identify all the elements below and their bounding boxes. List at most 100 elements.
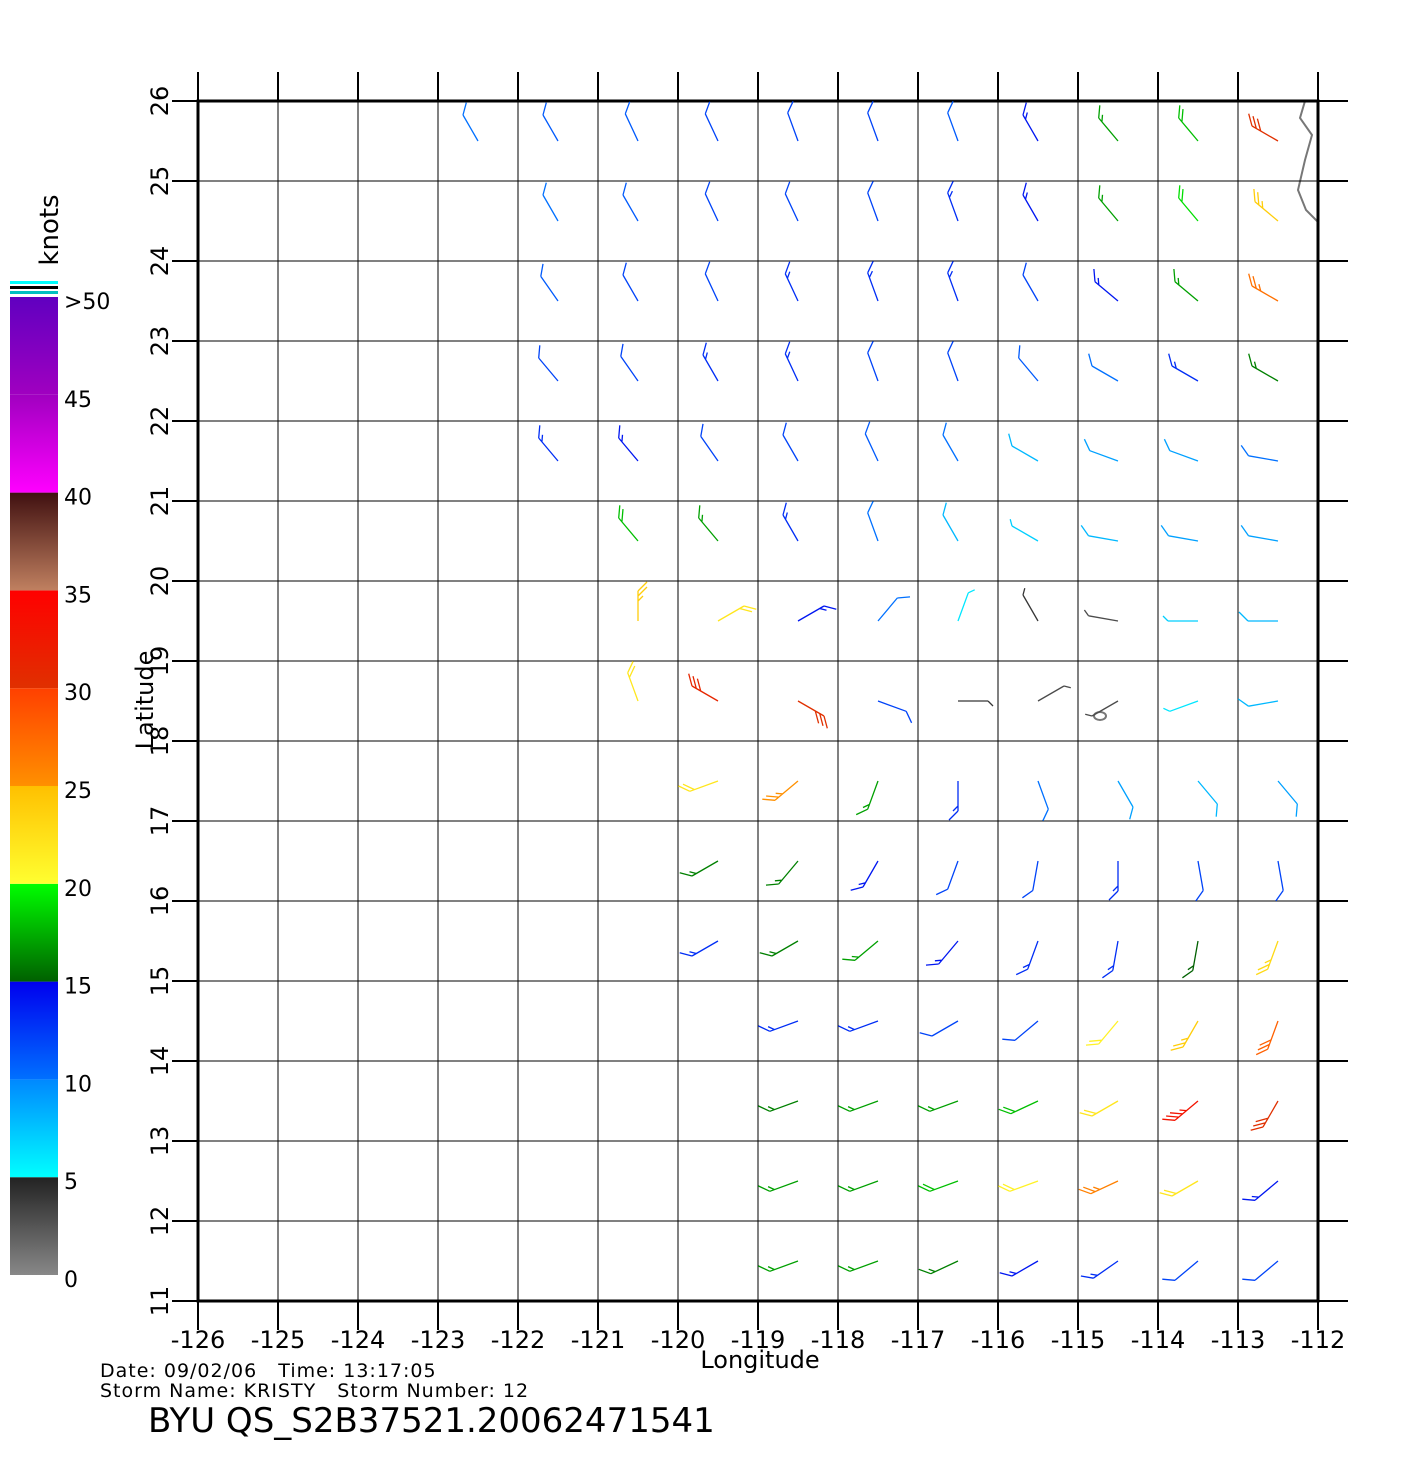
wind-barb [1022,860,1039,899]
wind-barb [925,940,959,966]
x-tick-label: -114 [1131,1326,1185,1354]
colorbar-tick-label: 45 [64,388,92,413]
wind-barb [864,421,879,462]
wind-barb [784,341,799,382]
x-tick-label: -120 [651,1326,705,1354]
wind-barb [542,182,559,222]
wind-barb [1275,860,1284,902]
colorbar-tick-label: 40 [64,486,92,511]
y-tick-label: 13 [146,1126,174,1157]
y-axis-label: Latitude [131,651,159,750]
wind-barb [947,261,959,302]
y-tick-label: 25 [146,166,174,197]
wind-barb [947,101,959,142]
wind-barb [1162,1260,1199,1281]
wind-barb [1009,519,1039,542]
y-tick-label: 17 [146,806,174,837]
wind-barb [688,673,719,702]
wind-barb [1253,188,1279,222]
y-tick-label: 20 [146,566,174,597]
wind-barb [542,102,559,142]
wind-barb [1163,438,1199,462]
wind-barb [999,1260,1039,1277]
x-tick-label: -121 [571,1326,625,1354]
wind-barb [838,1020,879,1032]
wind-barb [1093,268,1119,302]
colorbar-band [10,297,58,395]
wind-barb [1037,685,1071,702]
y-tick-label: 11 [146,1286,174,1317]
x-tick-label: -115 [1051,1326,1105,1354]
wind-barb [1108,861,1119,901]
wind-barb [850,860,879,891]
wind-barb [1242,1180,1279,1201]
wind-barb [1098,185,1119,222]
wind-barb [762,780,799,801]
date-line: Date: 09/02/06 Time: 13:17:05 [100,1360,437,1382]
colorbar-band [10,1177,58,1275]
x-axis-label: Longitude [700,1346,819,1374]
wind-barb [1022,182,1039,222]
wind-barb [1022,588,1039,622]
wind-barb [867,101,879,142]
wind-barb [838,1100,879,1112]
colorbar-tick-label: 5 [64,1170,78,1195]
wind-barb [624,101,639,142]
wind-barb [1085,1020,1119,1046]
wind-barb [1195,860,1204,902]
x-tick-label: -113 [1211,1326,1265,1354]
wind-barb [758,1260,799,1272]
wind-barb [877,596,911,622]
wind-barb [998,1100,1039,1115]
colorbar-band [10,883,58,982]
x-tick-label: -122 [491,1326,545,1354]
x-tick-label: -118 [811,1326,865,1354]
wind-barb [622,262,639,302]
wind-barb [759,940,799,957]
wind-barb [678,780,719,792]
wind-barb [1080,525,1119,542]
wind-barb [855,780,879,816]
y-tick-label: 23 [146,326,174,357]
wind-barb [1255,1020,1279,1056]
y-tick-label: 24 [146,246,174,277]
x-tick-label: -112 [1291,1326,1345,1354]
colorbar-band [10,981,58,1080]
y-tick-label: 14 [146,1046,174,1077]
colorbar-band [10,492,58,591]
wind-barb [758,1100,799,1112]
wind-barb [1083,609,1119,622]
wind-barb [540,263,559,302]
x-tick-label: -123 [411,1326,465,1354]
wind-barb [1078,1180,1119,1195]
wind-barb [700,423,719,462]
colorbar-tick-label: 35 [64,583,92,608]
wind-barb [1277,780,1298,817]
wind-barb [538,425,559,462]
wind-barb [1182,940,1199,979]
y-tick-label: 22 [146,406,174,437]
colorbar-label: knots [35,194,65,265]
wind-barb [758,1180,799,1192]
colorbar-tick-label: 0 [64,1268,78,1293]
wind-barb [947,181,959,222]
wind-barb [947,341,959,382]
wind-barb [702,342,719,382]
wind-barb [877,700,913,724]
wind-barb [618,505,639,542]
wind-barb [867,501,879,542]
x-tick-label: -119 [731,1326,785,1354]
colorbar-cap [10,286,58,289]
wind-barb [1237,698,1279,707]
wind-barb [1162,1100,1199,1121]
wind-barb [679,940,719,957]
wind-barb [935,860,959,896]
wind-barb [957,589,975,622]
wind-barb [1080,1260,1119,1279]
colorbar-band [10,786,58,884]
wind-barb [1168,353,1199,382]
wind-barb [797,605,837,622]
wind-barb [1022,262,1039,302]
wind-barb [620,343,639,382]
colorbar-cap [10,291,58,294]
